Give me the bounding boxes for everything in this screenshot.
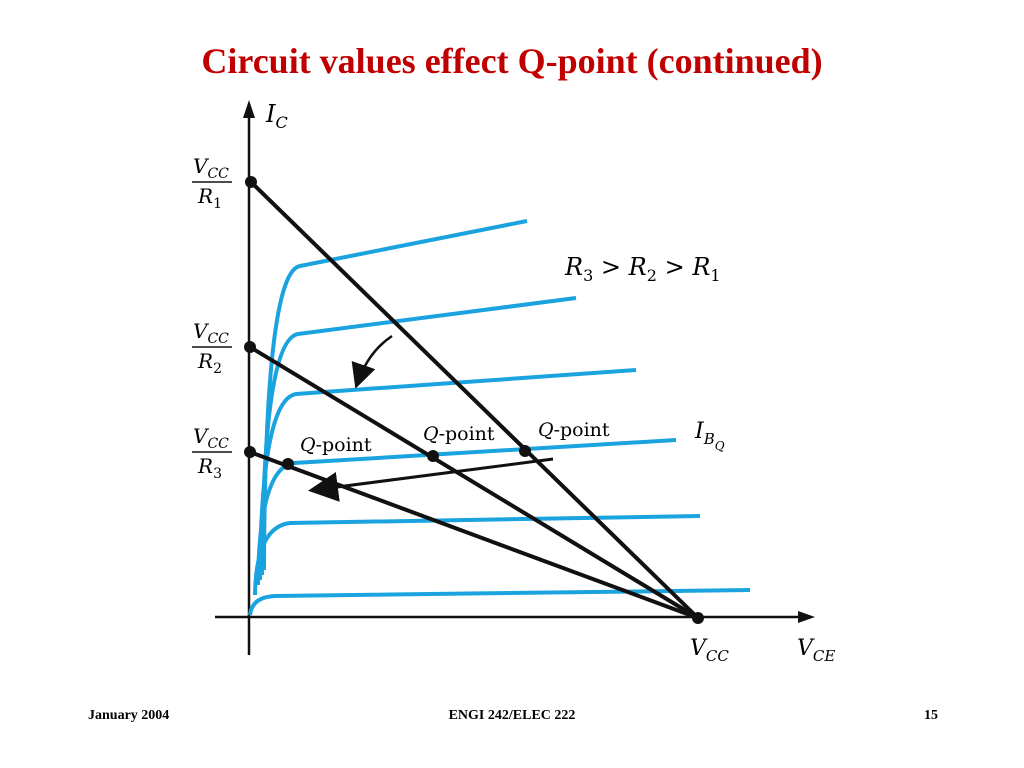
curve-5 [253,514,701,596]
svg-text:R3: R3 [197,454,222,482]
vcc-label: VCC [690,636,729,665]
footer-date: January 2004 [88,708,170,723]
svg-text:VCC: VCC [193,319,229,347]
curve-4 [256,438,677,586]
svg-text:VCC: VCC [193,424,229,452]
points [244,176,704,624]
load-lines [248,180,700,620]
x-axis-label: VCE [797,636,835,665]
rotation-arrow [351,334,393,389]
vcc-point [692,612,704,624]
q-point-r1 [519,445,531,457]
y-axis-arrowhead [243,100,255,118]
y-axis-label: IC [265,100,288,132]
resistor-relation: R3 > R2 > R1 [564,253,721,287]
intercept-r3-point [244,446,256,458]
collector-curves [248,219,751,616]
intercept-label-r3: VCC R3 [192,424,232,482]
footer-page-number: 15 [924,708,938,723]
intercept-r1-point [245,176,257,188]
intercept-label-r1: VCC R1 [192,154,232,212]
q-point-label-r2: Q-point [423,423,495,445]
q-point-r2 [427,450,439,462]
load-line-r1 [249,180,700,620]
ibq-label: IBQ [694,419,725,453]
q-point-r3 [282,458,294,470]
load-line-r2 [248,345,700,620]
q-point-shift-arrow [308,457,554,502]
svg-text:R2: R2 [197,349,222,377]
intercept-label-r2: VCC R2 [192,319,232,377]
footer-course: ENGI 242/ELEC 222 [448,708,576,723]
q-point-label-r1: Q-point [538,419,610,441]
x-axis-arrowhead [798,611,815,623]
svg-text:VCC: VCC [193,154,229,182]
svg-text:R1: R1 [197,184,222,212]
intercept-r2-point [244,341,256,353]
curve-6 [248,588,751,616]
q-point-label-r3: Q-point [300,434,372,456]
slide-title: Circuit values effect Q-point (continued… [201,41,823,81]
